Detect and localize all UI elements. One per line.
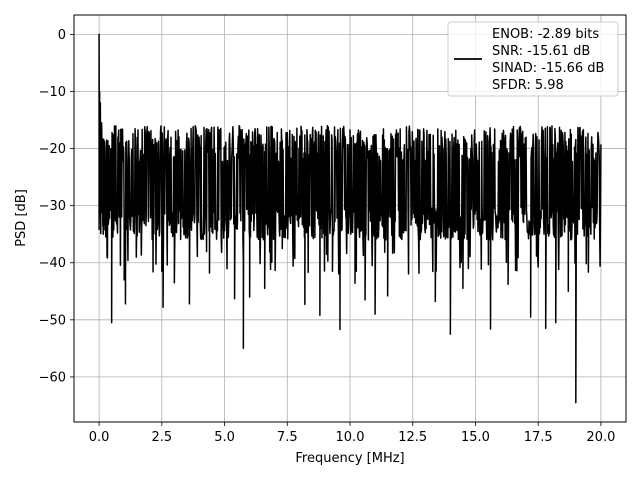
psd-series-line xyxy=(98,33,602,404)
x-tick-label: 5.0 xyxy=(214,430,235,445)
y-tick-label: −20 xyxy=(39,142,66,157)
x-tick-label: 20.0 xyxy=(586,430,615,445)
y-tick-label: −10 xyxy=(39,85,66,100)
series-layer xyxy=(98,33,602,404)
legend-snr: SNR: -15.61 dB xyxy=(492,44,590,59)
legend-box xyxy=(447,21,619,97)
y-tick-label: −40 xyxy=(39,256,66,271)
legend-enob: ENOB: -2.89 bits xyxy=(492,27,599,42)
legend-sinad: SINAD: -15.66 dB xyxy=(492,61,604,76)
legend: ENOB: -2.89 bits SNR: -15.61 dB SINAD: -… xyxy=(447,21,619,97)
x-tick-label: 15.0 xyxy=(461,430,490,445)
y-tick-label: −60 xyxy=(39,370,66,385)
y-tick-label: −30 xyxy=(39,199,66,214)
x-tick-label: 17.5 xyxy=(524,430,553,445)
x-tick-label: 2.5 xyxy=(151,430,172,445)
x-tick-label: 12.5 xyxy=(398,430,427,445)
x-axis-label: Frequency [MHz] xyxy=(295,451,404,466)
x-axis: 0.0 2.5 5.0 7.5 10.0 12.5 15.0 17.5 20.0 xyxy=(89,422,615,445)
x-tick-label: 10.0 xyxy=(336,430,365,445)
legend-sfdr: SFDR: 5.98 xyxy=(492,78,564,93)
y-axis: 0 −10 −20 −30 −40 −50 −60 xyxy=(39,28,74,385)
x-tick-label: 7.5 xyxy=(277,430,298,445)
x-tick-label: 0.0 xyxy=(89,430,110,445)
y-tick-label: 0 xyxy=(58,28,66,43)
y-tick-label: −50 xyxy=(39,313,66,328)
y-axis-label: PSD [dB] xyxy=(14,189,29,247)
